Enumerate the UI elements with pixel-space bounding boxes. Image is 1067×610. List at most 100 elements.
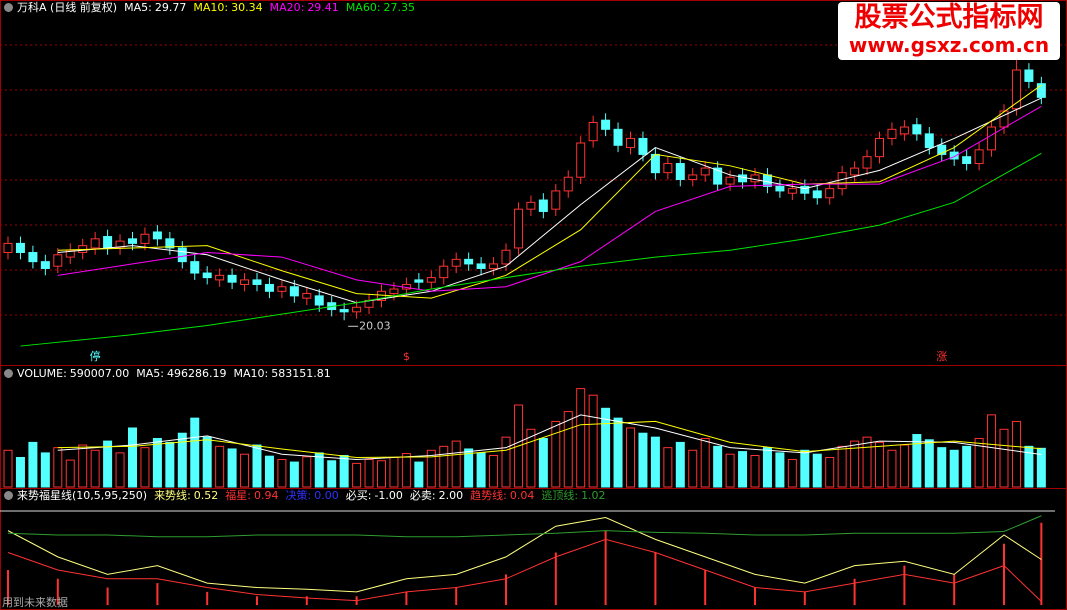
candle-body [663, 163, 673, 174]
volume-header: VOLUME590007.00 MA5496286.19 MA10583151.81 [4, 367, 338, 381]
readout-value: 496286.19 [167, 367, 227, 380]
volume-bar [750, 455, 760, 488]
legend-name: MA10 [193, 1, 228, 14]
candle-body [875, 137, 884, 158]
candle-body [252, 279, 262, 285]
indicator-header: 来势福星线(10,5,95,250) 来势线0.52 福星0.94 决策0.00 必买-… [4, 489, 613, 503]
volume-bar [439, 445, 449, 488]
volume-bar [489, 455, 499, 488]
ma-line [57, 414, 1042, 460]
volume-bar [78, 444, 88, 488]
volume-bar [725, 453, 735, 488]
legend-name: 来势线 [154, 489, 191, 502]
legend-value: 29.41 [307, 1, 339, 14]
marker: 停 [90, 349, 101, 363]
candle-body [464, 258, 474, 265]
readout-value: -1.00 [374, 489, 403, 502]
volume-bar [937, 447, 947, 488]
candle-body [787, 188, 797, 194]
indicator-title: 来势福星线(10,5,95,250) [17, 489, 148, 502]
candle-body [775, 185, 785, 192]
volume-bar [240, 453, 250, 488]
candle-body [974, 149, 984, 165]
volume-bar [90, 449, 100, 488]
candle-body [688, 174, 698, 181]
volume-bar [190, 417, 200, 488]
volume-bar [576, 388, 586, 488]
watermark-url: www.gsxz.com.cn [848, 33, 1050, 57]
candle-body [551, 190, 561, 210]
note: 用到未来数据 [2, 596, 68, 609]
candle-body [937, 144, 947, 155]
volume-bar [850, 440, 860, 488]
volume-bar [588, 394, 598, 488]
volume-bar [875, 441, 884, 488]
volume-bar [128, 427, 137, 488]
candle-body [128, 238, 137, 244]
volume-bar [215, 445, 225, 488]
volume-bar [862, 436, 872, 488]
legend-value: 29.77 [154, 1, 187, 14]
candle-body [489, 263, 499, 269]
volume-bar [538, 437, 548, 488]
ma-line [57, 420, 1042, 458]
readout-name: 必买 [346, 489, 372, 502]
watermark-title: 股票公式指标网 [854, 2, 1044, 33]
volume-bar [962, 445, 972, 488]
candle-body [264, 283, 274, 292]
readout-value: 0.00 [314, 489, 339, 502]
ma-line [7, 538, 1042, 602]
candle-body [302, 293, 312, 299]
volume-bar [202, 436, 212, 488]
volume-bar [563, 411, 573, 488]
candle-body [576, 142, 586, 178]
legend-value: 0.52 [193, 489, 219, 502]
candle-body [140, 233, 150, 244]
volume-bar [177, 432, 187, 488]
volume-bar [140, 447, 150, 488]
candle-body [439, 265, 449, 279]
volume-bar [762, 447, 772, 488]
candle-body [538, 199, 548, 212]
candle-body [227, 274, 237, 283]
volume-bar [987, 414, 997, 488]
candle-body [999, 110, 1009, 128]
volume-bar [277, 458, 287, 488]
candle-body [1011, 69, 1021, 110]
volume-bar [613, 417, 623, 488]
volume-bar [999, 428, 1009, 488]
ma-line [57, 84, 1042, 299]
volume-bar [812, 453, 822, 488]
legend-value: 30.34 [231, 1, 263, 14]
ma-line [57, 97, 1042, 304]
volume-bar [451, 440, 461, 488]
candle-body [700, 167, 710, 176]
volume-bar [787, 458, 797, 488]
candle-body [862, 156, 872, 169]
candle-body [887, 128, 897, 139]
watermark: 股票公式指标网 www.gsxz.com.cn [838, 2, 1060, 60]
volume-bar [414, 461, 424, 488]
candle-body [215, 274, 225, 281]
candle-body [563, 176, 573, 192]
candle-body [165, 238, 175, 249]
candle-body [601, 119, 611, 130]
readout-value: 590007.00 [69, 367, 130, 380]
volume-bar [264, 455, 274, 488]
volume-bar [837, 445, 847, 488]
volume-bar [364, 458, 374, 488]
volume-bar [688, 449, 698, 488]
readout-name: 决策 [286, 489, 312, 502]
readout-value: 2.00 [438, 489, 464, 502]
candle-body [190, 261, 200, 274]
readout-name: VOLUME [17, 367, 67, 380]
volume-bar [949, 449, 959, 488]
low-label: 20.03 [359, 319, 391, 332]
candle-body [53, 254, 63, 267]
volume-bar [165, 441, 175, 488]
volume-bar [638, 432, 648, 488]
volume-bar [302, 456, 312, 488]
volume-bar [103, 440, 113, 488]
